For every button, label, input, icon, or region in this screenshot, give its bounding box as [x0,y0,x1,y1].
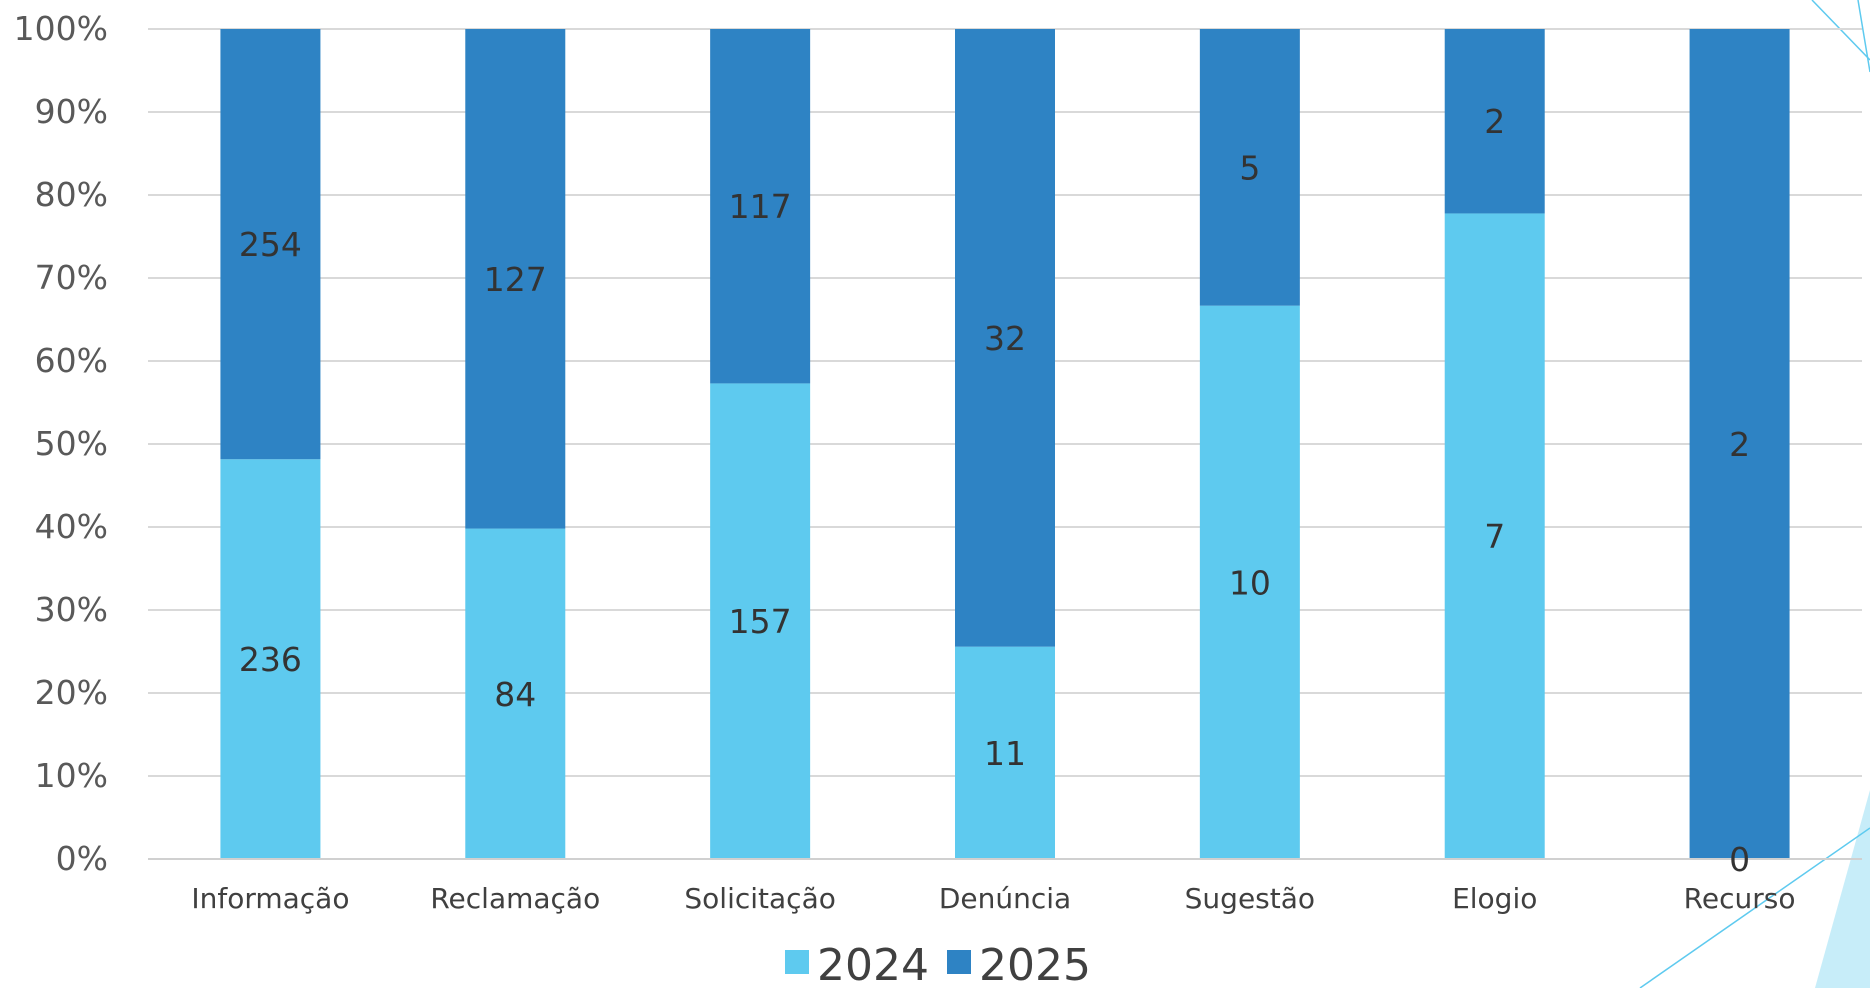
data-label: 157 [729,602,792,641]
bar-segment [1199,29,1300,306]
bar-segment [955,29,1055,647]
decor-line [1857,0,1870,73]
y-tick-label: 100% [14,9,108,48]
data-label: 254 [239,225,302,264]
bars [220,29,1790,860]
data-label: 2 [1729,425,1750,464]
bar-segment [1444,29,1545,214]
decor-line [1639,827,1870,988]
legend: 2024 2025 [785,940,1091,988]
y-tick-label: 90% [35,92,108,131]
x-tick-label: Reclamação [430,882,600,915]
legend-swatch [785,950,809,974]
corner-decoration [1639,0,1870,988]
y-tick-label: 30% [35,590,108,629]
bar-segment [955,646,1055,859]
bar-segment [220,459,321,859]
legend-label: 2024 [817,940,929,988]
y-tick-label: 0% [56,839,108,878]
data-labels: 236 254 84 127 157 117 11 32 10 5 7 2 0 2 [239,102,1750,879]
bar-segment [220,29,321,460]
x-tick-label: Sugestão [1185,882,1315,915]
bar-segment [710,383,811,859]
bar-segment [1199,305,1300,860]
data-label: 236 [239,640,302,679]
data-label: 5 [1239,148,1260,187]
bar-segment [465,29,566,529]
decor-shape [1815,790,1870,988]
x-axis: Informação Reclamação Solicitação Denúncia S… [148,858,1862,915]
bar-segment [710,29,811,384]
y-tick-label: 80% [35,175,108,214]
x-tick-label: Informação [191,882,349,915]
legend-label: 2025 [979,940,1091,988]
data-label: 117 [729,187,792,226]
y-tick-label: 10% [35,756,108,795]
data-label: 0 [1729,840,1750,879]
data-label: 2 [1484,102,1505,141]
data-label: 127 [484,260,547,299]
x-tick-label: Recurso [1684,882,1796,915]
data-label: 32 [984,319,1026,358]
y-tick-label: 40% [35,507,108,546]
data-label: 11 [984,734,1026,773]
x-tick-label: Elogio [1452,882,1537,915]
x-tick-label: Denúncia [939,882,1071,915]
legend-swatch [947,950,971,974]
y-axis-ticks: 0% 10% 20% 30% 40% 50% 60% 70% 80% 90% 100% [14,9,108,878]
bar-segment [1689,29,1790,859]
y-tick-label: 60% [35,341,108,380]
y-tick-label: 20% [35,673,108,712]
bar-segment [1444,213,1545,859]
y-tick-label: 50% [35,424,108,463]
y-tick-label: 70% [35,258,108,297]
x-tick-label: Solicitação [684,882,835,915]
data-label: 84 [494,675,536,714]
data-label: 10 [1229,563,1271,602]
bar-segment [465,528,566,859]
data-label: 7 [1484,517,1505,556]
